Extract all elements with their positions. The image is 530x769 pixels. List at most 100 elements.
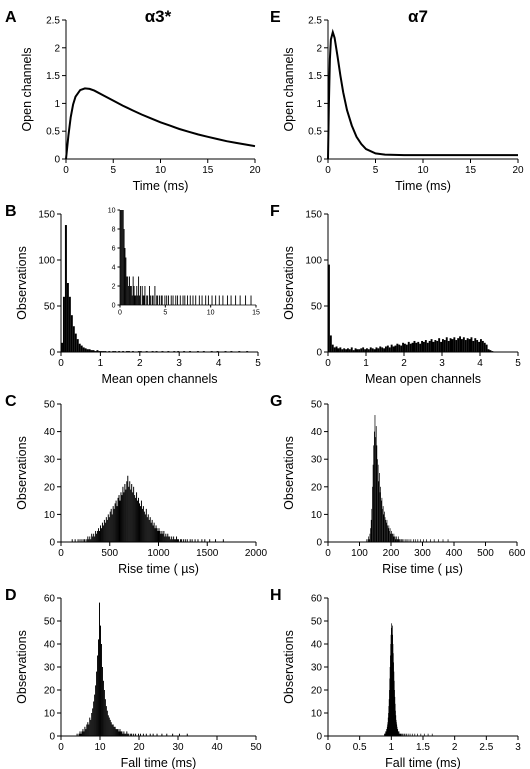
panel-b-inset-bar — [132, 276, 134, 305]
panel-f-bar — [447, 340, 450, 352]
panel-h-x-tick-label: 1 — [389, 742, 395, 753]
panel-d-bar — [131, 733, 133, 736]
panel-a-y-tick-label: 1.5 — [46, 71, 60, 82]
panel-d-bar — [101, 667, 103, 736]
panel-d-bar — [90, 719, 92, 736]
panel-d-bar — [79, 731, 81, 736]
panel-c-bar — [177, 539, 178, 542]
panel-f-bar — [415, 342, 418, 352]
panel-c-bar — [197, 539, 199, 542]
panel-h-bar — [403, 733, 405, 736]
panel-b-inset-bar — [127, 276, 129, 305]
panel-c-bar — [106, 519, 108, 542]
panel-f-bar — [476, 340, 479, 352]
panel-c-bar — [136, 492, 138, 542]
panel-d-bar — [104, 699, 106, 736]
panel-b-inset-bar — [182, 295, 184, 305]
panel-f-bar — [373, 349, 376, 352]
panel-c-bar — [167, 533, 169, 542]
panel-c-bar — [113, 508, 115, 542]
panel-g-bar — [371, 508, 373, 542]
panel-b-inset-bar — [218, 295, 220, 305]
panel-c-bar — [131, 484, 133, 542]
panel-b-inset-bar — [120, 210, 122, 305]
panel-d-bar — [115, 729, 117, 736]
title-alpha3: α3* — [145, 7, 172, 26]
panel-c-bar — [86, 539, 88, 542]
panel-c-bar — [145, 508, 147, 542]
panel-b-inset-bar — [166, 295, 168, 305]
panel-f-bar — [371, 348, 374, 352]
panel-g-bar — [387, 528, 389, 542]
panel-b-inset-bar — [235, 295, 237, 305]
panel-b-inset-bar — [134, 295, 136, 305]
panel-c-bar — [189, 539, 191, 542]
panel-c-bar — [100, 528, 102, 542]
panel-b-inset-bar — [164, 295, 166, 305]
panel-c-bar — [109, 511, 111, 542]
panel-b-inset-bar — [201, 295, 203, 305]
panel-c-bar — [110, 508, 112, 542]
panel-c-bar — [151, 519, 153, 542]
panel-c-bar — [123, 492, 125, 542]
panel-f-bar — [339, 347, 342, 352]
panel-d-bar — [78, 733, 80, 736]
panel-label-h: H — [270, 587, 282, 604]
panel-b-inset-bar — [144, 286, 146, 305]
panel-f-bar — [481, 340, 484, 352]
panel-d-bar — [120, 731, 122, 736]
panel-g-bar — [393, 533, 395, 542]
panel-c-bar — [81, 539, 83, 542]
panel-c-bar — [137, 500, 139, 542]
panel-c-bar — [173, 536, 175, 542]
panel-g-bar — [391, 530, 392, 542]
panel-h-bar — [404, 733, 406, 736]
panel-c-bar — [96, 533, 98, 542]
panel-b-inset-bar — [146, 295, 148, 305]
panel-g-bar — [414, 539, 416, 542]
panel-b-inset-bar — [133, 286, 135, 305]
panel-b-bar — [86, 349, 89, 352]
panel-c-bar — [122, 486, 124, 542]
panel-d-bar — [135, 733, 137, 736]
panel-g-bar — [373, 445, 375, 542]
panel-f-bar — [411, 342, 414, 352]
panel-f-bar — [333, 347, 336, 352]
panel-f-bar — [423, 341, 425, 352]
panel-c-bar — [143, 511, 145, 542]
panel-f-x-tick-label: 5 — [515, 358, 521, 369]
panel-c-bar — [128, 486, 130, 542]
panel-g-bar — [369, 533, 371, 542]
panel-f-bar — [394, 345, 397, 352]
panel-f-bar — [362, 347, 365, 352]
panel-d-bar — [149, 733, 151, 736]
panel-g-bar — [392, 536, 394, 542]
panel-b-inset-bar — [147, 295, 149, 305]
panel-c-bar — [166, 536, 168, 542]
panel-c-bar — [159, 530, 161, 542]
panel-e-x-axis-label: Time (ms) — [395, 179, 451, 193]
panel-c-bar — [168, 536, 170, 542]
panel-e-y-tick-label: 0 — [316, 155, 322, 166]
panel-b-inset-bar — [122, 210, 124, 305]
panel-c-bar — [172, 539, 174, 542]
panel-f-bar — [347, 348, 349, 352]
panel-c-bar — [111, 514, 113, 542]
panel-e-y-tick-label: 0.5 — [308, 127, 322, 138]
panel-d-bar — [88, 724, 90, 736]
panel-b-inset-bar — [129, 276, 130, 305]
panel-c-x-tick-label: 500 — [101, 548, 118, 559]
panel-c-bar — [83, 539, 85, 542]
panel-b-inset-bar — [245, 295, 247, 305]
panel-h-bar — [399, 733, 400, 736]
panel-h-bar — [384, 733, 385, 736]
panel-g-y-tick-label: 0 — [316, 538, 322, 549]
panel-c-x-tick-label: 1000 — [147, 548, 170, 559]
panel-h-bar — [417, 733, 418, 736]
panel-c-bar — [174, 539, 176, 542]
panel-g-bar — [386, 519, 388, 542]
panel-g-bar — [375, 426, 377, 542]
panel-c-bar — [178, 539, 179, 542]
panel-b-inset-bar — [158, 295, 160, 305]
panel-f-y-tick-label: 150 — [305, 210, 322, 221]
